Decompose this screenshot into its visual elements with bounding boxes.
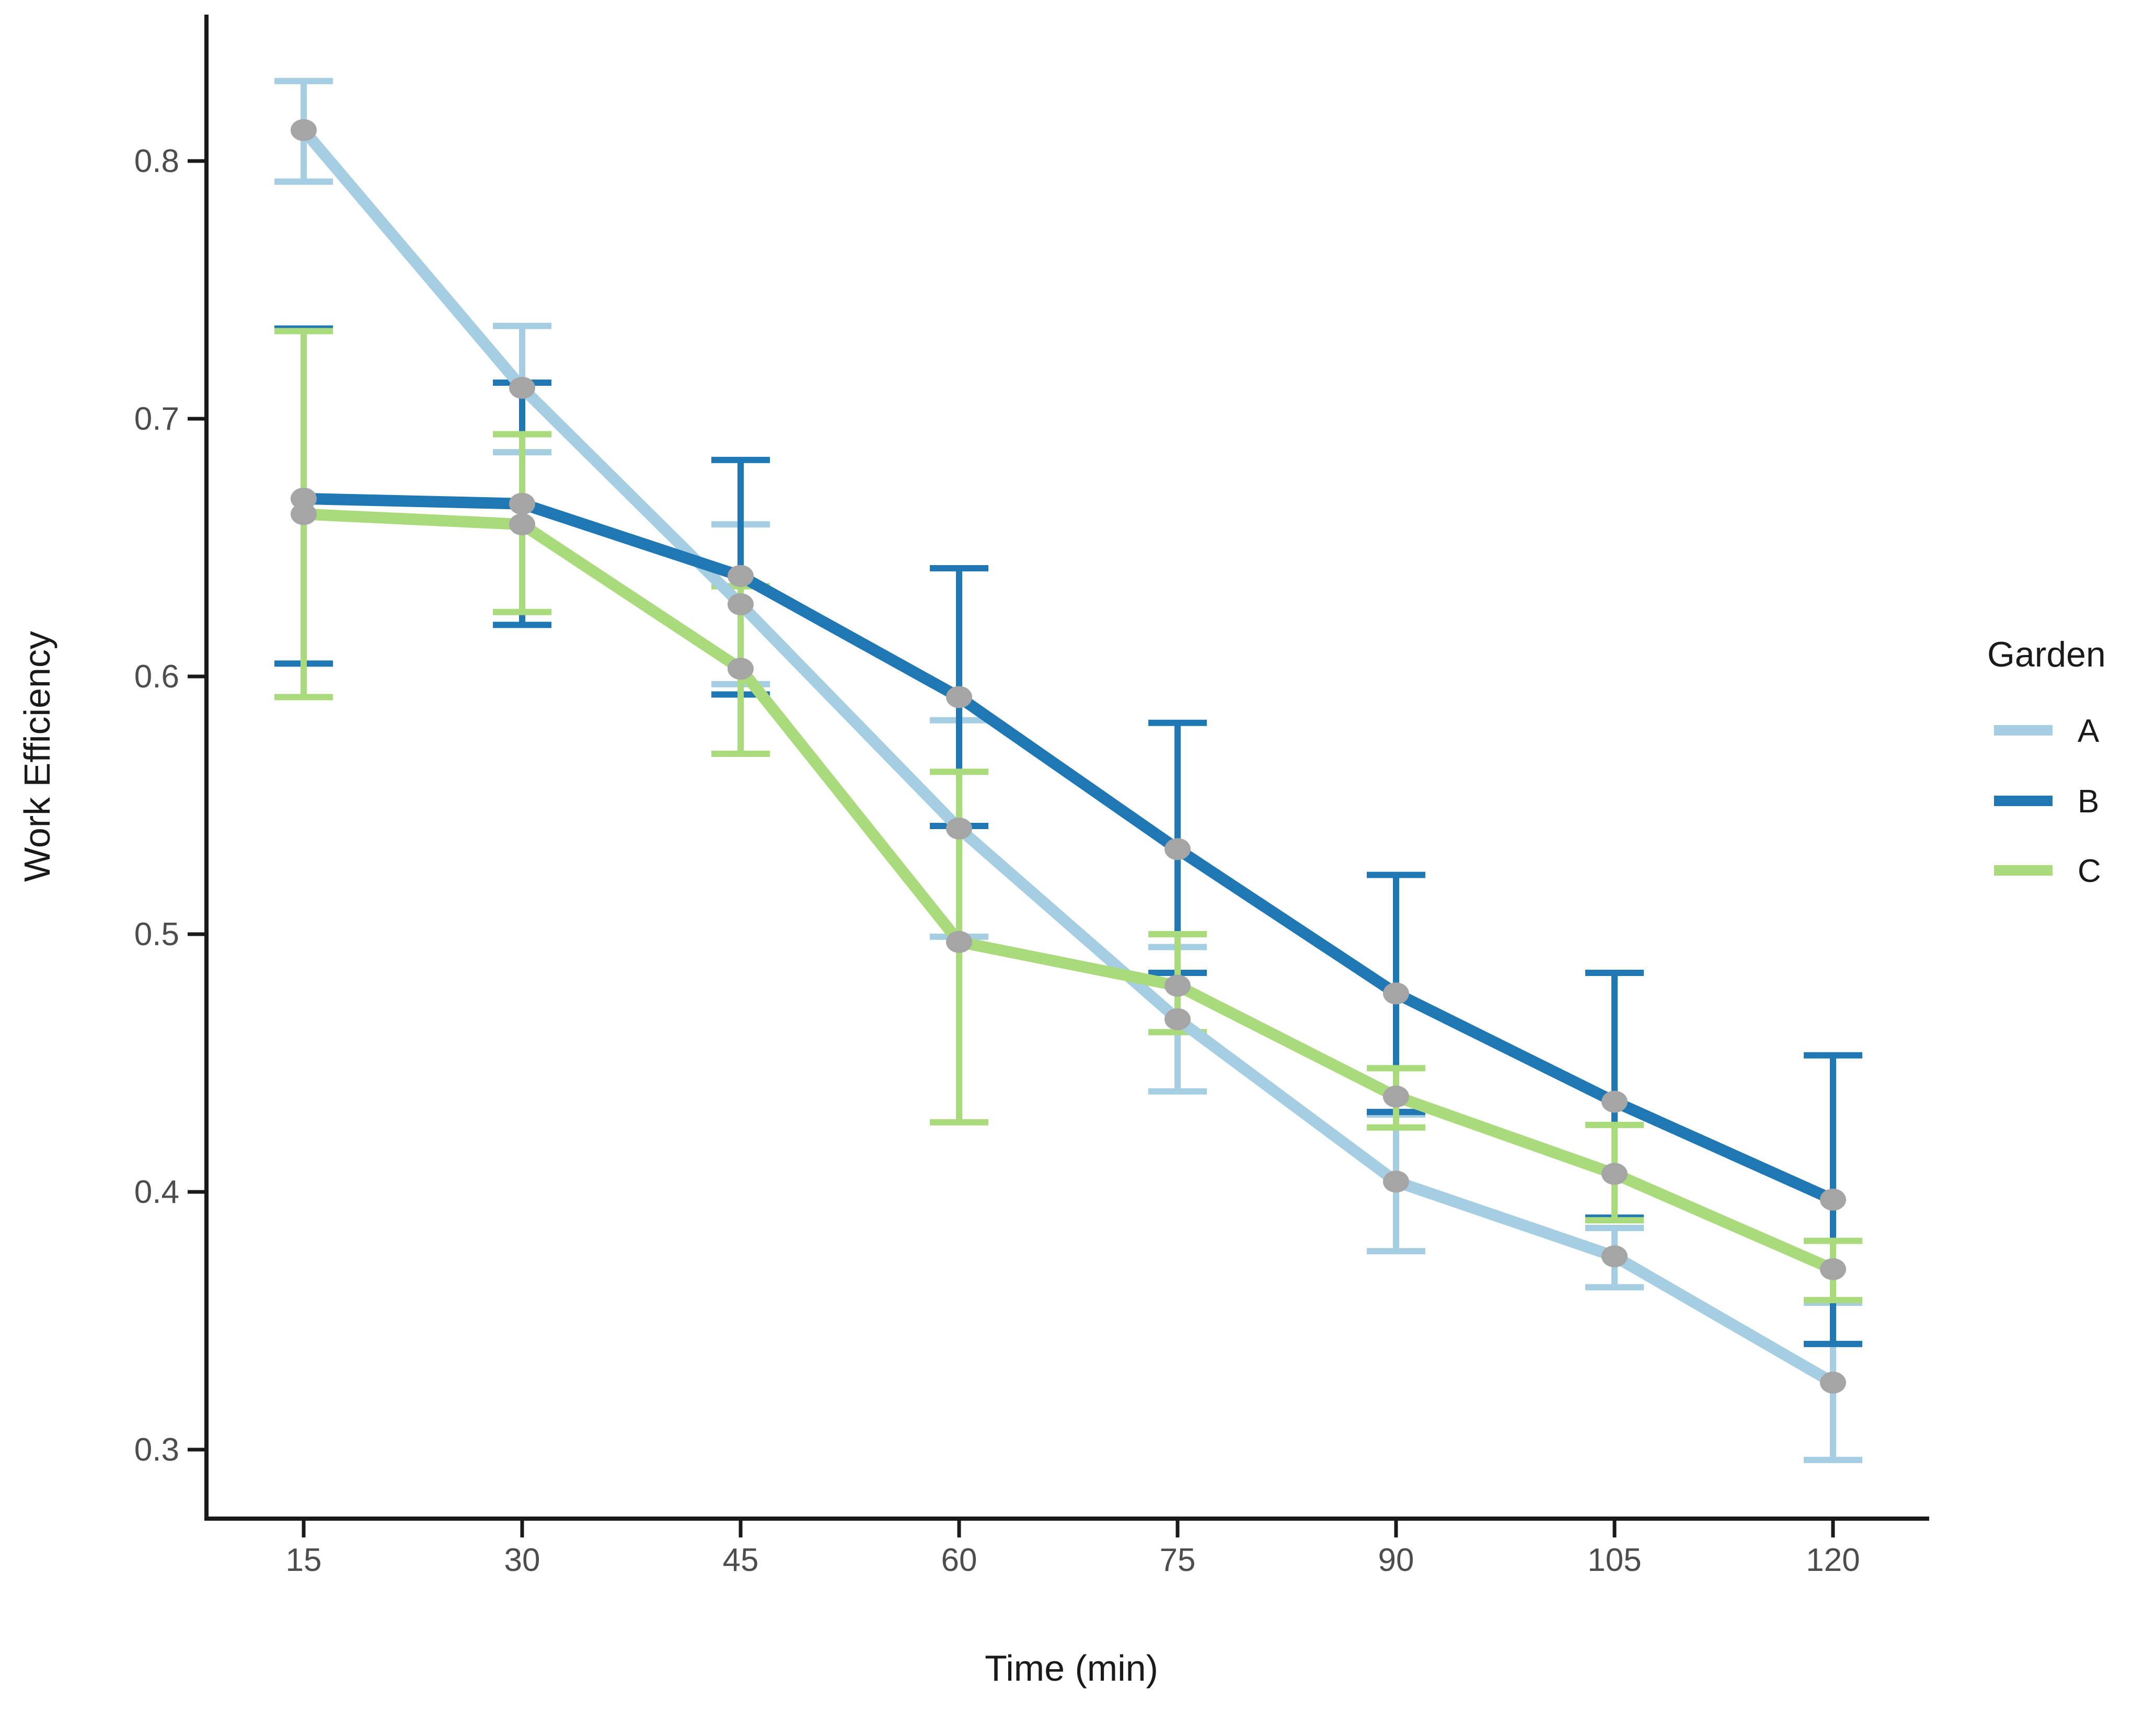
x-axis-tick-label: 45 bbox=[723, 1542, 759, 1578]
data-point-A bbox=[509, 376, 535, 399]
data-point-A bbox=[291, 119, 317, 141]
x-axis-title: Time (min) bbox=[985, 1648, 1158, 1689]
data-point-A bbox=[1165, 1008, 1191, 1030]
x-axis-tick-label: 120 bbox=[1806, 1542, 1860, 1578]
data-point-C bbox=[1601, 1163, 1628, 1185]
data-point-C bbox=[509, 513, 535, 536]
x-axis-tick-label: 15 bbox=[286, 1542, 322, 1578]
y-axis-tick-label: 0.4 bbox=[134, 1174, 179, 1210]
x-axis-tick-label: 105 bbox=[1587, 1542, 1641, 1578]
data-point-B bbox=[1383, 982, 1409, 1005]
data-point-B bbox=[728, 565, 754, 587]
x-axis-tick-label: 75 bbox=[1160, 1542, 1196, 1578]
data-point-B bbox=[1601, 1090, 1628, 1113]
data-point-C bbox=[946, 931, 972, 953]
legend-label-C: C bbox=[2078, 853, 2101, 889]
y-axis-tick-label: 0.6 bbox=[134, 659, 179, 695]
series-line-C bbox=[303, 508, 1836, 1274]
legend-label-B: B bbox=[2078, 784, 2099, 820]
data-point-C bbox=[291, 503, 317, 525]
data-point-A bbox=[946, 817, 972, 840]
x-axis-tick-label: 90 bbox=[1378, 1542, 1414, 1578]
data-point-B bbox=[1820, 1188, 1846, 1211]
y-axis-tick-label: 0.7 bbox=[134, 401, 179, 437]
data-point-C bbox=[728, 658, 754, 680]
legend-title: Garden bbox=[1987, 635, 2106, 674]
data-point-A bbox=[1820, 1371, 1846, 1394]
y-axis-tick-label: 0.8 bbox=[134, 143, 179, 179]
x-axis-tick-label: 60 bbox=[941, 1542, 977, 1578]
y-axis-tick-label: 0.5 bbox=[134, 916, 179, 952]
y-axis-tick-label: 0.3 bbox=[134, 1432, 179, 1468]
data-point-B bbox=[291, 487, 317, 510]
data-point-C bbox=[1383, 1085, 1409, 1108]
legend-label-A: A bbox=[2078, 713, 2100, 749]
data-point-C bbox=[1165, 974, 1191, 997]
data-point-A bbox=[1601, 1245, 1628, 1268]
data-point-B bbox=[946, 686, 972, 708]
data-point-B bbox=[1165, 838, 1191, 860]
data-point-C bbox=[1820, 1258, 1846, 1280]
data-point-B bbox=[509, 492, 535, 515]
data-point-A bbox=[728, 593, 754, 615]
series-line-B bbox=[303, 492, 1836, 1205]
x-axis-tick-label: 30 bbox=[504, 1542, 540, 1578]
series-line-A bbox=[299, 126, 1836, 1388]
y-axis-title: Work Efficiency bbox=[17, 631, 57, 882]
data-point-A bbox=[1383, 1170, 1409, 1193]
